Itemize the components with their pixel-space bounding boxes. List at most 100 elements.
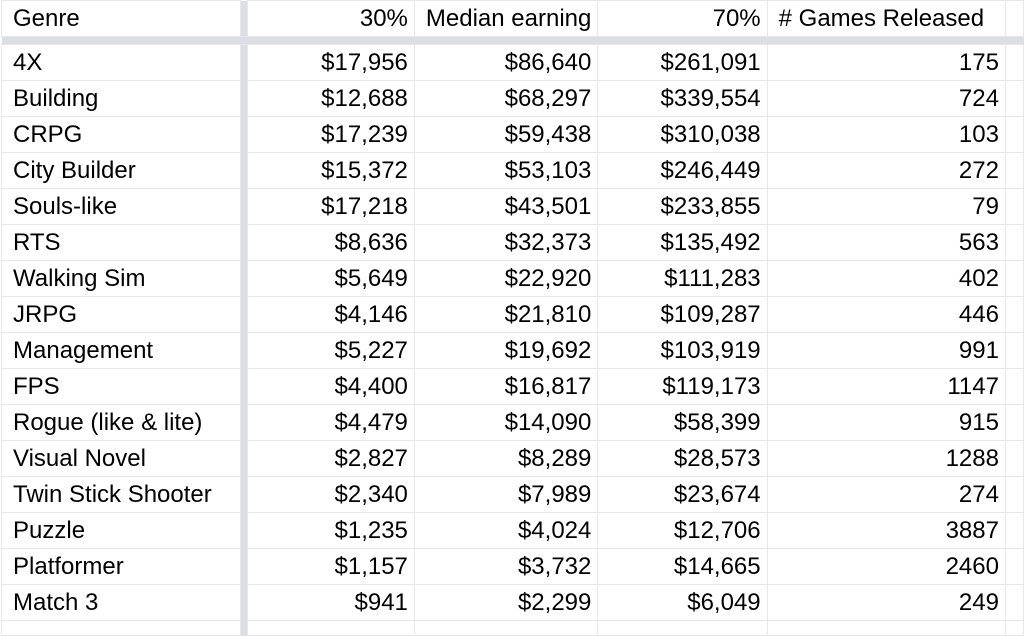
- cell-games-released[interactable]: 3887: [766, 512, 1006, 549]
- header-cell-median-earning[interactable]: Median earning: [413, 0, 599, 37]
- cell-30-percentile[interactable]: $5,649: [246, 260, 415, 297]
- cell-30-percentile[interactable]: $5,227: [246, 332, 415, 369]
- cell-clipped[interactable]: [1004, 440, 1024, 477]
- cell-30-percentile[interactable]: $12,688: [246, 80, 415, 117]
- cell-30-percentile[interactable]: $17,218: [246, 188, 415, 225]
- cell-genre[interactable]: 4X: [1, 44, 241, 81]
- cell-30-percentile[interactable]: $941: [246, 584, 415, 621]
- cell-genre[interactable]: Puzzle: [1, 512, 241, 549]
- cell-median-earning[interactable]: $14,090: [413, 404, 599, 441]
- cell-games-released[interactable]: 1288: [766, 440, 1006, 477]
- cell-30-percentile[interactable]: $8,636: [246, 224, 415, 261]
- cell-games-released[interactable]: 724: [766, 80, 1006, 117]
- cell-median-earning[interactable]: $3,732: [413, 548, 599, 585]
- cell-30-percentile[interactable]: $17,956: [246, 44, 415, 81]
- cell-games-released[interactable]: [766, 620, 1006, 636]
- cell-genre[interactable]: Management: [1, 332, 241, 369]
- cell-games-released[interactable]: 249: [766, 584, 1006, 621]
- cell-median-earning[interactable]: $16,817: [413, 368, 599, 405]
- cell-games-released[interactable]: 1147: [766, 368, 1006, 405]
- cell-70-percentile[interactable]: $339,554: [597, 80, 768, 117]
- cell-games-released[interactable]: 2460: [766, 548, 1006, 585]
- cell-median-earning[interactable]: $43,501: [413, 188, 599, 225]
- cell-genre[interactable]: City Builder: [1, 152, 241, 189]
- cell-clipped[interactable]: [1004, 620, 1024, 636]
- cell-70-percentile[interactable]: $246,449: [597, 152, 768, 189]
- cell-median-earning[interactable]: $59,438: [413, 116, 599, 153]
- cell-genre[interactable]: JRPG: [1, 296, 241, 333]
- cell-games-released[interactable]: 272: [766, 152, 1006, 189]
- cell-clipped[interactable]: [1004, 188, 1024, 225]
- cell-70-percentile[interactable]: $28,573: [597, 440, 768, 477]
- cell-70-percentile[interactable]: $6,049: [597, 584, 768, 621]
- cell-70-percentile[interactable]: $310,038: [597, 116, 768, 153]
- cell-70-percentile[interactable]: $111,283: [597, 260, 768, 297]
- cell-clipped[interactable]: [1004, 296, 1024, 333]
- cell-clipped[interactable]: [1004, 44, 1024, 81]
- cell-clipped[interactable]: [1004, 80, 1024, 117]
- cell-games-released[interactable]: 991: [766, 332, 1006, 369]
- cell-30-percentile[interactable]: $15,372: [246, 152, 415, 189]
- cell-genre[interactable]: Building: [1, 80, 241, 117]
- header-cell-games-released[interactable]: # Games Released: [766, 0, 1006, 37]
- cell-30-percentile[interactable]: $2,340: [246, 476, 415, 513]
- header-cell-clipped[interactable]: [1004, 0, 1024, 37]
- cell-games-released[interactable]: 79: [766, 188, 1006, 225]
- cell-clipped[interactable]: [1004, 476, 1024, 513]
- cell-70-percentile[interactable]: [597, 620, 768, 636]
- cell-clipped[interactable]: [1004, 512, 1024, 549]
- cell-70-percentile[interactable]: $233,855: [597, 188, 768, 225]
- cell-genre[interactable]: Match 3: [1, 584, 241, 621]
- cell-games-released[interactable]: 402: [766, 260, 1006, 297]
- cell-70-percentile[interactable]: $23,674: [597, 476, 768, 513]
- cell-median-earning[interactable]: $21,810: [413, 296, 599, 333]
- cell-30-percentile[interactable]: $17,239: [246, 116, 415, 153]
- cell-clipped[interactable]: [1004, 368, 1024, 405]
- cell-70-percentile[interactable]: $103,919: [597, 332, 768, 369]
- cell-median-earning[interactable]: $32,373: [413, 224, 599, 261]
- cell-30-percentile[interactable]: $2,827: [246, 440, 415, 477]
- cell-genre[interactable]: RTS: [1, 224, 241, 261]
- cell-median-earning[interactable]: $7,989: [413, 476, 599, 513]
- cell-clipped[interactable]: [1004, 260, 1024, 297]
- cell-median-earning[interactable]: $86,640: [413, 44, 599, 81]
- header-cell-genre[interactable]: Genre: [1, 0, 241, 37]
- cell-clipped[interactable]: [1004, 332, 1024, 369]
- cell-clipped[interactable]: [1004, 116, 1024, 153]
- cell-genre[interactable]: Souls-like: [1, 188, 241, 225]
- cell-70-percentile[interactable]: $119,173: [597, 368, 768, 405]
- cell-clipped[interactable]: [1004, 224, 1024, 261]
- cell-70-percentile[interactable]: $58,399: [597, 404, 768, 441]
- cell-genre[interactable]: Platformer: [1, 548, 241, 585]
- cell-30-percentile[interactable]: $4,146: [246, 296, 415, 333]
- cell-70-percentile[interactable]: $14,665: [597, 548, 768, 585]
- cell-median-earning[interactable]: $19,692: [413, 332, 599, 369]
- cell-games-released[interactable]: 563: [766, 224, 1006, 261]
- cell-median-earning[interactable]: $53,103: [413, 152, 599, 189]
- cell-30-percentile[interactable]: $1,157: [246, 548, 415, 585]
- cell-genre[interactable]: Rogue (like & lite): [1, 404, 241, 441]
- cell-clipped[interactable]: [1004, 404, 1024, 441]
- cell-median-earning[interactable]: $8,289: [413, 440, 599, 477]
- cell-clipped[interactable]: [1004, 584, 1024, 621]
- cell-genre[interactable]: [1, 620, 241, 636]
- cell-30-percentile[interactable]: [246, 620, 415, 636]
- cell-median-earning[interactable]: [413, 620, 599, 636]
- header-cell-30-percentile[interactable]: 30%: [246, 0, 415, 37]
- cell-70-percentile[interactable]: $261,091: [597, 44, 768, 81]
- cell-games-released[interactable]: 446: [766, 296, 1006, 333]
- cell-70-percentile[interactable]: $109,287: [597, 296, 768, 333]
- cell-70-percentile[interactable]: $135,492: [597, 224, 768, 261]
- cell-genre[interactable]: Visual Novel: [1, 440, 241, 477]
- cell-games-released[interactable]: 175: [766, 44, 1006, 81]
- cell-70-percentile[interactable]: $12,706: [597, 512, 768, 549]
- cell-games-released[interactable]: 274: [766, 476, 1006, 513]
- cell-median-earning[interactable]: $68,297: [413, 80, 599, 117]
- cell-median-earning[interactable]: $2,299: [413, 584, 599, 621]
- cell-median-earning[interactable]: $22,920: [413, 260, 599, 297]
- cell-games-released[interactable]: 915: [766, 404, 1006, 441]
- cell-clipped[interactable]: [1004, 548, 1024, 585]
- cell-genre[interactable]: CRPG: [1, 116, 241, 153]
- header-cell-70-percentile[interactable]: 70%: [597, 0, 768, 37]
- cell-median-earning[interactable]: $4,024: [413, 512, 599, 549]
